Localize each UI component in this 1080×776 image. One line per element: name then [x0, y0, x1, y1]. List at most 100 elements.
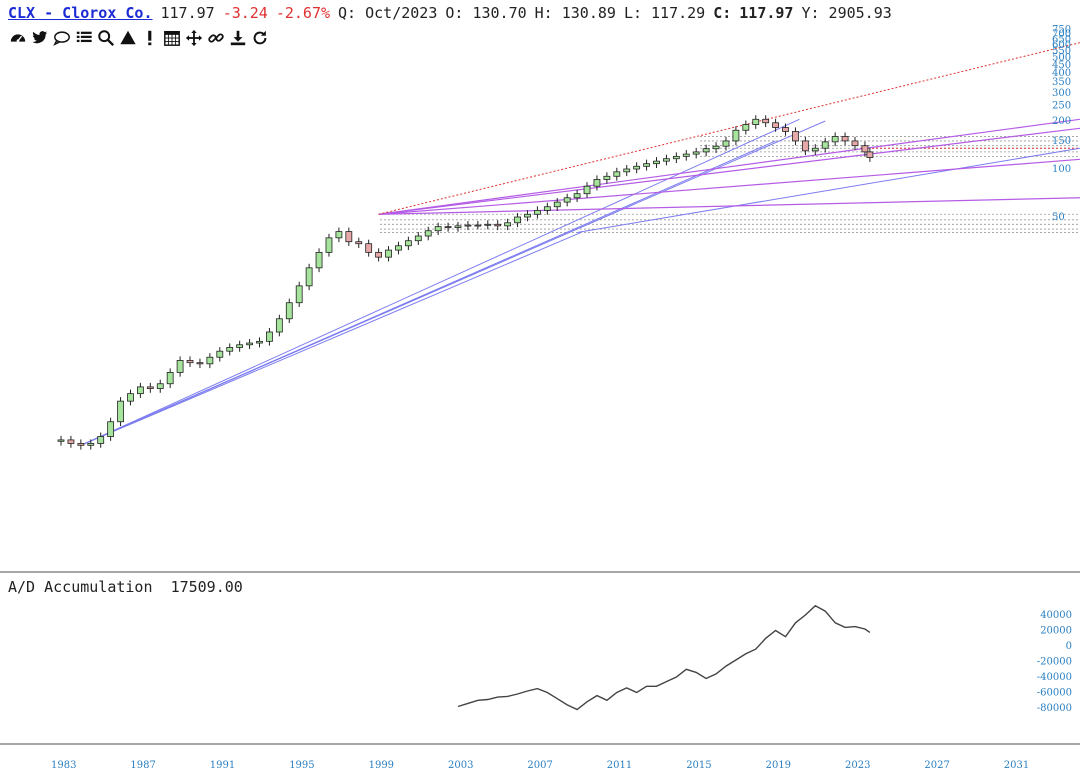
move-icon[interactable] [184, 28, 203, 48]
candle-body [335, 231, 343, 239]
candle-body [692, 151, 700, 155]
candle-body [762, 118, 770, 124]
candle-body [434, 226, 442, 232]
draw-triangle-icon[interactable] [118, 28, 137, 48]
price-axis-tick: 400 [1052, 68, 1071, 79]
candle-body [613, 171, 621, 177]
price-change: -3.24 [222, 4, 268, 22]
year-axis-tick: 2027 [924, 760, 949, 771]
symbol-link[interactable]: CLX - Clorox Co. [8, 4, 153, 22]
candle-body [752, 118, 760, 125]
low-value: L: 117.29 [623, 4, 706, 22]
indicator-axis-tick: 40000 [1040, 610, 1072, 621]
candle-body [504, 222, 512, 227]
trendline-blue [80, 231, 582, 446]
candle-body [563, 197, 571, 203]
download-icon[interactable] [228, 28, 247, 48]
comment-icon[interactable] [52, 28, 71, 48]
price-axis-tick: 300 [1052, 88, 1071, 99]
candle-body [573, 193, 581, 199]
price-axis-tick: 700 [1052, 29, 1071, 40]
last-price: 117.97 [160, 4, 215, 22]
candle-body [792, 131, 799, 142]
candle-body [583, 185, 591, 195]
price-axis-tick: 550 [1052, 46, 1071, 57]
candle-body [305, 267, 313, 287]
candle-body [593, 179, 601, 187]
price-axis-tick: 600 [1052, 40, 1071, 51]
candle-body [444, 226, 452, 229]
year-axis-tick: 1983 [51, 760, 76, 771]
trendline-blue [80, 118, 800, 446]
indicator-label: A/D Accumulation 17509.00 [8, 578, 243, 596]
candle-body [236, 344, 244, 348]
candle-body [127, 393, 134, 402]
candle-body [866, 151, 874, 158]
price-axis-tick: 150 [1052, 136, 1071, 147]
period-label: Q: Oct/2023 [338, 4, 438, 22]
close-value: 117.97 [739, 4, 794, 22]
year-axis-tick: 2023 [845, 760, 870, 771]
candle-body [107, 421, 115, 437]
candle-body [156, 383, 164, 389]
year-axis-tick: 2019 [766, 760, 791, 771]
candle-body [494, 223, 502, 227]
trendline-red-dotted [378, 42, 1080, 215]
candle-body [395, 245, 402, 251]
candle-body [285, 302, 293, 320]
candle-body [474, 224, 482, 227]
candle-body [514, 216, 521, 224]
candle-body [524, 213, 531, 218]
trendline-purple [378, 118, 1080, 215]
refresh-icon[interactable] [250, 28, 269, 48]
dashboard-icon[interactable] [8, 28, 27, 48]
candle-body [275, 318, 283, 333]
year-axis-tick: 1991 [210, 760, 235, 771]
trendline-purple [378, 197, 1080, 215]
alert-icon[interactable] [140, 28, 159, 48]
candle-body [861, 145, 869, 153]
link-icon[interactable] [206, 28, 225, 48]
candle-body [682, 153, 690, 157]
indicator-axis-tick: -20000 [1037, 657, 1072, 668]
candle-body [87, 443, 95, 446]
candle-body [206, 356, 214, 365]
candle-body [742, 124, 750, 131]
candle-body [414, 235, 422, 242]
price-axis-tick: 350 [1052, 77, 1071, 88]
candle-body [97, 436, 105, 444]
candle-body [663, 158, 670, 162]
search-icon[interactable] [96, 28, 115, 48]
twitter-icon[interactable] [30, 28, 49, 48]
candle-body [315, 251, 323, 269]
price-axis-tick: 250 [1052, 101, 1071, 112]
candle-body [67, 439, 75, 444]
candle-body [424, 230, 432, 237]
candle-body [176, 360, 184, 373]
year-axis-tick: 2015 [686, 760, 711, 771]
candle-body [256, 340, 263, 344]
candle-body [484, 223, 492, 226]
candle-body [623, 168, 631, 173]
candle-body [553, 201, 561, 208]
candle-body [801, 140, 809, 152]
indicator-axis-tick: -40000 [1037, 672, 1072, 683]
indicator-axis-tick: 20000 [1040, 626, 1072, 637]
indicator-value: 17509.00 [170, 578, 243, 596]
indicator-axis-tick: 0 [1066, 641, 1072, 652]
year-axis-tick: 1995 [289, 760, 314, 771]
candle-body [464, 224, 472, 227]
high-value: H: 130.89 [534, 4, 616, 22]
candle-body [732, 129, 740, 142]
year-axis-tick: 2003 [448, 760, 473, 771]
candle-body [633, 165, 641, 170]
candle-body [653, 160, 660, 165]
candle-body [345, 231, 353, 243]
price-change-pct: -2.67% [275, 4, 331, 22]
candle-body [266, 331, 273, 342]
candle-body [117, 400, 124, 423]
calendar-icon[interactable] [162, 28, 181, 48]
candle-body [543, 206, 551, 211]
list-icon[interactable] [74, 28, 93, 48]
